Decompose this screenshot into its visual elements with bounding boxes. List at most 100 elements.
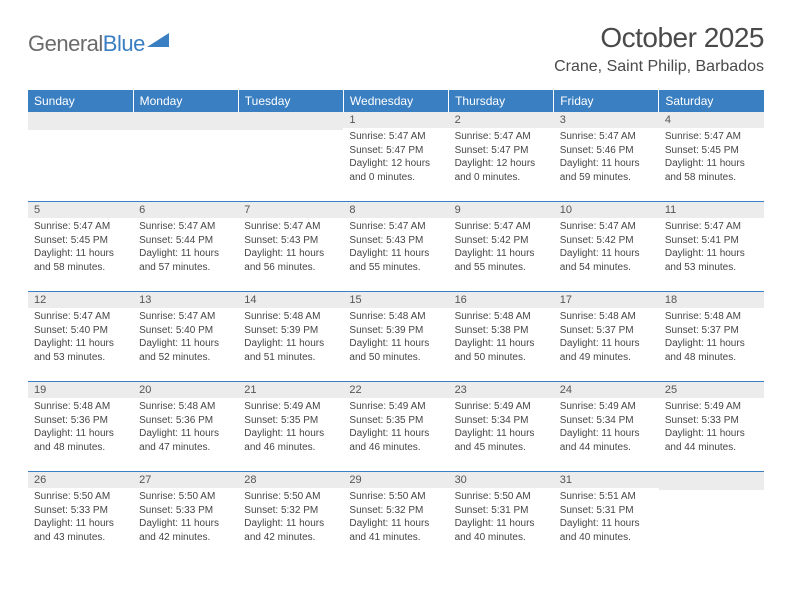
day-number: 5: [28, 202, 133, 218]
calendar-cell: 5Sunrise: 5:47 AMSunset: 5:45 PMDaylight…: [28, 202, 133, 292]
sunset-line: Sunset: 5:36 PM: [139, 414, 232, 428]
sunset-line: Sunset: 5:40 PM: [34, 324, 127, 338]
sunset-line: Sunset: 5:34 PM: [560, 414, 653, 428]
day-content: Sunrise: 5:47 AMSunset: 5:41 PMDaylight:…: [659, 218, 764, 278]
daylight-line: Daylight: 11 hours and 55 minutes.: [455, 247, 548, 274]
daylight-line: Daylight: 11 hours and 47 minutes.: [139, 427, 232, 454]
day-number: 24: [554, 382, 659, 398]
month-title: October 2025: [554, 22, 764, 54]
day-content: Sunrise: 5:48 AMSunset: 5:36 PMDaylight:…: [28, 398, 133, 458]
calendar-header-row: SundayMondayTuesdayWednesdayThursdayFrid…: [28, 90, 764, 112]
day-content: Sunrise: 5:51 AMSunset: 5:31 PMDaylight:…: [554, 488, 659, 548]
day-number: 17: [554, 292, 659, 308]
day-content: Sunrise: 5:48 AMSunset: 5:37 PMDaylight:…: [659, 308, 764, 368]
sunrise-line: Sunrise: 5:47 AM: [34, 310, 127, 324]
calendar-column-header: Wednesday: [343, 90, 448, 112]
day-number: 26: [28, 472, 133, 488]
day-number: [238, 112, 343, 130]
sunrise-line: Sunrise: 5:49 AM: [349, 400, 442, 414]
page-header: GeneralBlue October 2025 Crane, Saint Ph…: [28, 22, 764, 76]
logo-text-2: Blue: [103, 31, 145, 56]
day-content: Sunrise: 5:48 AMSunset: 5:36 PMDaylight:…: [133, 398, 238, 458]
calendar-cell: 20Sunrise: 5:48 AMSunset: 5:36 PMDayligh…: [133, 382, 238, 472]
daylight-line: Daylight: 11 hours and 50 minutes.: [455, 337, 548, 364]
logo-text-1: General: [28, 31, 103, 56]
day-content: Sunrise: 5:49 AMSunset: 5:35 PMDaylight:…: [238, 398, 343, 458]
sunset-line: Sunset: 5:47 PM: [349, 144, 442, 158]
sunset-line: Sunset: 5:37 PM: [665, 324, 758, 338]
sunset-line: Sunset: 5:39 PM: [244, 324, 337, 338]
day-number: [659, 472, 764, 490]
sunrise-line: Sunrise: 5:47 AM: [560, 130, 653, 144]
calendar-cell: 6Sunrise: 5:47 AMSunset: 5:44 PMDaylight…: [133, 202, 238, 292]
sunset-line: Sunset: 5:36 PM: [34, 414, 127, 428]
daylight-line: Daylight: 11 hours and 44 minutes.: [665, 427, 758, 454]
calendar-column-header: Thursday: [449, 90, 554, 112]
calendar-week-row: 12Sunrise: 5:47 AMSunset: 5:40 PMDayligh…: [28, 292, 764, 382]
day-content: Sunrise: 5:47 AMSunset: 5:43 PMDaylight:…: [238, 218, 343, 278]
day-number: 27: [133, 472, 238, 488]
day-number: 12: [28, 292, 133, 308]
calendar-cell: [133, 112, 238, 202]
day-content: Sunrise: 5:48 AMSunset: 5:38 PMDaylight:…: [449, 308, 554, 368]
sunrise-line: Sunrise: 5:50 AM: [244, 490, 337, 504]
sunset-line: Sunset: 5:38 PM: [455, 324, 548, 338]
calendar-cell: 31Sunrise: 5:51 AMSunset: 5:31 PMDayligh…: [554, 472, 659, 562]
day-number: 8: [343, 202, 448, 218]
daylight-line: Daylight: 11 hours and 53 minutes.: [34, 337, 127, 364]
sunrise-line: Sunrise: 5:47 AM: [34, 220, 127, 234]
sunset-line: Sunset: 5:45 PM: [34, 234, 127, 248]
calendar-table: SundayMondayTuesdayWednesdayThursdayFrid…: [28, 90, 764, 561]
calendar-cell: 18Sunrise: 5:48 AMSunset: 5:37 PMDayligh…: [659, 292, 764, 382]
day-content: Sunrise: 5:50 AMSunset: 5:33 PMDaylight:…: [28, 488, 133, 548]
daylight-line: Daylight: 11 hours and 43 minutes.: [34, 517, 127, 544]
calendar-column-header: Tuesday: [238, 90, 343, 112]
logo: GeneralBlue: [28, 22, 169, 66]
calendar-cell: 19Sunrise: 5:48 AMSunset: 5:36 PMDayligh…: [28, 382, 133, 472]
daylight-line: Daylight: 11 hours and 51 minutes.: [244, 337, 337, 364]
sunrise-line: Sunrise: 5:49 AM: [665, 400, 758, 414]
daylight-line: Daylight: 12 hours and 0 minutes.: [455, 157, 548, 184]
sunrise-line: Sunrise: 5:49 AM: [560, 400, 653, 414]
day-number: 19: [28, 382, 133, 398]
calendar-cell: 2Sunrise: 5:47 AMSunset: 5:47 PMDaylight…: [449, 112, 554, 202]
day-number: 10: [554, 202, 659, 218]
day-number: 1: [343, 112, 448, 128]
day-content: Sunrise: 5:47 AMSunset: 5:45 PMDaylight:…: [28, 218, 133, 278]
day-content: Sunrise: 5:47 AMSunset: 5:43 PMDaylight:…: [343, 218, 448, 278]
sunrise-line: Sunrise: 5:48 AM: [34, 400, 127, 414]
day-number: 20: [133, 382, 238, 398]
daylight-line: Daylight: 11 hours and 54 minutes.: [560, 247, 653, 274]
day-number: [133, 112, 238, 130]
calendar-cell: 16Sunrise: 5:48 AMSunset: 5:38 PMDayligh…: [449, 292, 554, 382]
sunrise-line: Sunrise: 5:47 AM: [665, 130, 758, 144]
sunrise-line: Sunrise: 5:51 AM: [560, 490, 653, 504]
sunrise-line: Sunrise: 5:48 AM: [665, 310, 758, 324]
daylight-line: Daylight: 11 hours and 48 minutes.: [665, 337, 758, 364]
day-number: 11: [659, 202, 764, 218]
calendar-week-row: 5Sunrise: 5:47 AMSunset: 5:45 PMDaylight…: [28, 202, 764, 292]
daylight-line: Daylight: 11 hours and 40 minutes.: [455, 517, 548, 544]
day-number: 6: [133, 202, 238, 218]
calendar-cell: 7Sunrise: 5:47 AMSunset: 5:43 PMDaylight…: [238, 202, 343, 292]
day-content: Sunrise: 5:48 AMSunset: 5:37 PMDaylight:…: [554, 308, 659, 368]
daylight-line: Daylight: 11 hours and 42 minutes.: [244, 517, 337, 544]
day-content: Sunrise: 5:47 AMSunset: 5:47 PMDaylight:…: [449, 128, 554, 188]
sunrise-line: Sunrise: 5:47 AM: [349, 130, 442, 144]
sunset-line: Sunset: 5:44 PM: [139, 234, 232, 248]
daylight-line: Daylight: 11 hours and 41 minutes.: [349, 517, 442, 544]
day-content: Sunrise: 5:48 AMSunset: 5:39 PMDaylight:…: [238, 308, 343, 368]
day-number: 15: [343, 292, 448, 308]
sunset-line: Sunset: 5:34 PM: [455, 414, 548, 428]
sunrise-line: Sunrise: 5:48 AM: [244, 310, 337, 324]
calendar-week-row: 1Sunrise: 5:47 AMSunset: 5:47 PMDaylight…: [28, 112, 764, 202]
day-number: 30: [449, 472, 554, 488]
calendar-cell: 15Sunrise: 5:48 AMSunset: 5:39 PMDayligh…: [343, 292, 448, 382]
daylight-line: Daylight: 11 hours and 45 minutes.: [455, 427, 548, 454]
calendar-cell: 29Sunrise: 5:50 AMSunset: 5:32 PMDayligh…: [343, 472, 448, 562]
calendar-column-header: Monday: [133, 90, 238, 112]
calendar-column-header: Saturday: [659, 90, 764, 112]
sunset-line: Sunset: 5:35 PM: [349, 414, 442, 428]
day-number: 13: [133, 292, 238, 308]
sunset-line: Sunset: 5:33 PM: [665, 414, 758, 428]
